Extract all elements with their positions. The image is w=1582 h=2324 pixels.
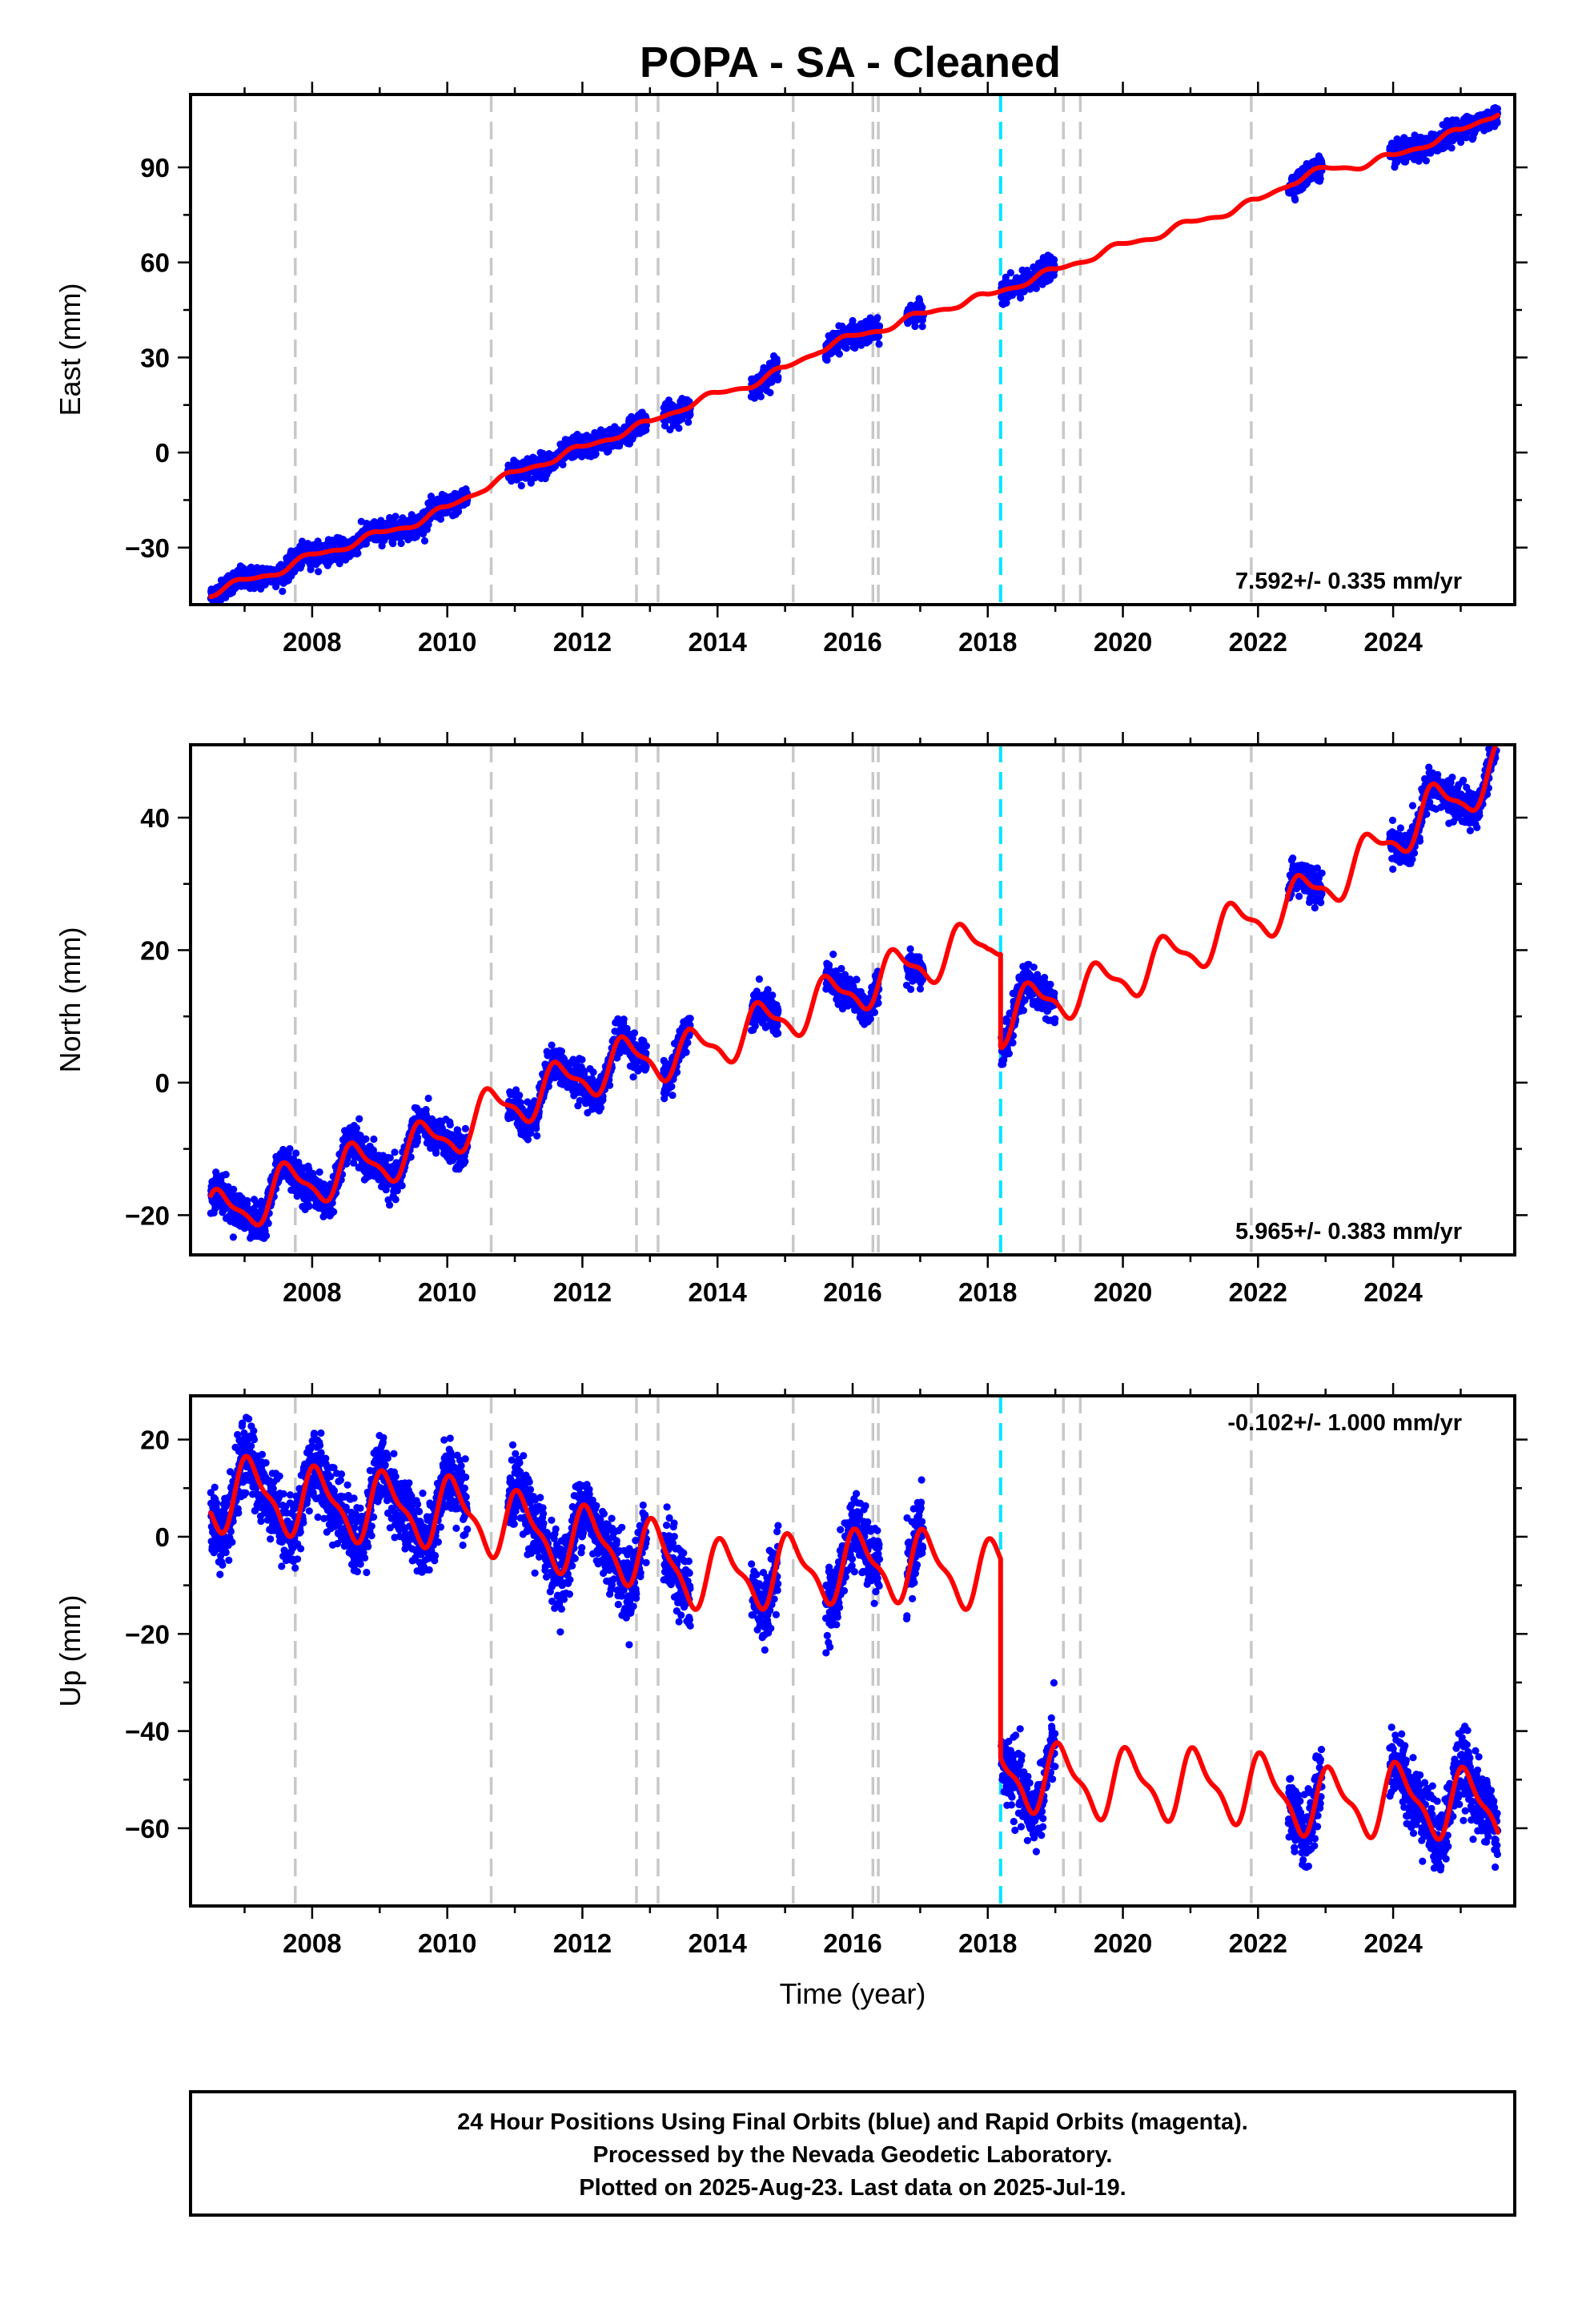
data-point xyxy=(524,1136,532,1144)
data-point xyxy=(414,1134,422,1142)
data-point xyxy=(766,388,774,396)
data-point xyxy=(461,1124,470,1132)
data-point xyxy=(397,539,405,548)
chart-title: POPA - SA - Cleaned xyxy=(640,38,1061,86)
data-point xyxy=(835,350,843,358)
data-point xyxy=(243,1196,251,1204)
data-point xyxy=(298,561,306,569)
data-point xyxy=(391,513,400,521)
x-tick-label: 2014 xyxy=(689,627,748,657)
east-observations xyxy=(207,104,1502,605)
east-y-axis-label: East (mm) xyxy=(54,283,86,416)
east-rate-label: 7.592+/- 0.335 mm/yr xyxy=(1235,569,1462,594)
data-point xyxy=(875,322,884,330)
data-point xyxy=(424,1094,432,1103)
data-point xyxy=(222,1171,230,1179)
data-point xyxy=(773,358,781,366)
data-point xyxy=(286,1144,294,1153)
data-point xyxy=(292,1149,300,1157)
y-tick-label: 90 xyxy=(140,153,170,183)
data-point xyxy=(1006,269,1014,277)
x-tick-label: 2020 xyxy=(1094,627,1152,657)
data-point xyxy=(330,1208,338,1216)
data-point xyxy=(355,1115,363,1123)
data-point xyxy=(559,460,567,468)
data-point xyxy=(391,1148,399,1156)
data-point xyxy=(1447,144,1456,152)
x-tick-label: 2012 xyxy=(553,627,612,657)
data-point xyxy=(516,1092,524,1100)
data-point xyxy=(370,1135,378,1144)
data-point xyxy=(873,314,881,322)
data-point xyxy=(875,340,883,348)
data-point xyxy=(533,1132,541,1140)
data-point xyxy=(354,549,362,557)
x-tick-label: 2018 xyxy=(958,627,1017,657)
data-point xyxy=(229,1233,237,1241)
data-point xyxy=(230,1185,238,1193)
data-point xyxy=(532,1124,540,1132)
data-point xyxy=(842,344,850,352)
data-point xyxy=(436,515,445,523)
data-point xyxy=(774,373,782,381)
data-point xyxy=(315,568,323,576)
data-point xyxy=(391,1196,400,1204)
data-point xyxy=(446,1120,454,1129)
data-point xyxy=(389,540,397,548)
y-tick-label: 60 xyxy=(140,248,170,278)
data-point xyxy=(279,587,287,596)
data-point xyxy=(1422,157,1430,165)
east-panel: 2008 2010 2012 2014 2016 2018 2020 2022 2024 −30 0… xyxy=(54,82,1528,657)
y-tick-label: −30 xyxy=(125,533,170,563)
x-tick-label: 2024 xyxy=(1363,627,1423,657)
data-point xyxy=(675,424,683,432)
y-tick-label: 30 xyxy=(140,343,170,372)
data-point xyxy=(315,1168,323,1176)
data-point xyxy=(1316,175,1324,183)
data-point xyxy=(685,418,693,426)
data-point xyxy=(918,323,926,331)
data-point xyxy=(1291,195,1299,204)
north-panel: 2008 2010 2012 2014 2016 2018 2020 2022 2024−200… xyxy=(54,732,1528,1307)
x-tick-label: 2022 xyxy=(1229,627,1287,657)
data-point xyxy=(757,392,765,400)
data-point xyxy=(264,1220,272,1228)
data-point xyxy=(432,1149,440,1157)
east-plot-area xyxy=(207,94,1502,605)
y-tick-label: 0 xyxy=(155,438,170,468)
data-point xyxy=(307,565,315,573)
x-tick-label: 2010 xyxy=(418,627,476,657)
data-point xyxy=(517,481,525,490)
data-point xyxy=(686,411,694,419)
data-point xyxy=(1493,119,1501,127)
data-point xyxy=(263,1232,271,1240)
data-point xyxy=(362,1135,370,1143)
x-tick-label: 2016 xyxy=(823,627,881,657)
data-point xyxy=(461,1157,469,1165)
data-point xyxy=(305,1202,313,1210)
data-point xyxy=(398,1181,406,1190)
x-tick-label: 2008 xyxy=(283,627,341,657)
data-point xyxy=(420,537,429,545)
north-plot-area xyxy=(207,745,1500,1255)
data-point xyxy=(386,1201,394,1209)
